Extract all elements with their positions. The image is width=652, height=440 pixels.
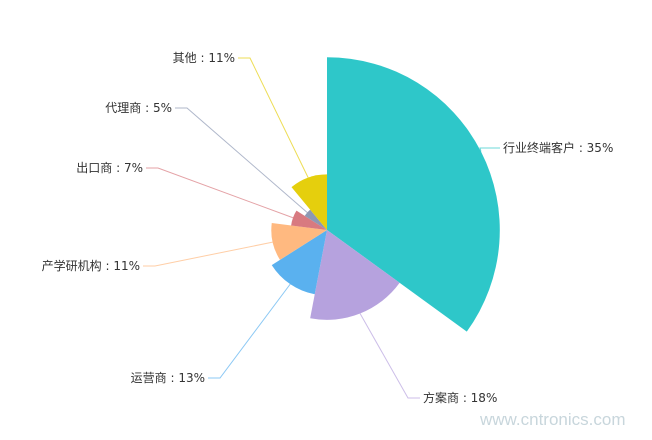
slice-label-6: 其他 : 11% <box>173 51 235 65</box>
slice-label-0: 行业终端客户 : 35% <box>503 140 613 155</box>
watermark: www.cntronics.com <box>480 410 626 429</box>
label-line-3 <box>143 241 273 267</box>
label-line-5 <box>175 107 308 213</box>
slice-label-3: 产学研机构 : 11% <box>42 258 140 273</box>
slice-0[interactable] <box>327 57 500 332</box>
slice-6[interactable] <box>291 174 327 230</box>
label-line-4 <box>146 167 294 219</box>
slice-4[interactable] <box>291 210 327 230</box>
label-line-6 <box>238 57 309 178</box>
slice-label-1: 方案商 : 18% <box>423 390 497 405</box>
slice-2[interactable] <box>271 230 327 295</box>
slice-3[interactable] <box>271 223 327 260</box>
slice-5[interactable] <box>304 209 327 230</box>
label-line-2 <box>208 283 291 379</box>
label-line-1 <box>359 313 420 399</box>
slice-label-4: 出口商 : 7% <box>76 160 143 175</box>
slice-label-2: 运营商 : 13% <box>131 370 205 385</box>
slice-1[interactable] <box>310 230 400 320</box>
label-line-0 <box>479 147 500 152</box>
slice-label-5: 代理商 : 5% <box>105 100 172 115</box>
